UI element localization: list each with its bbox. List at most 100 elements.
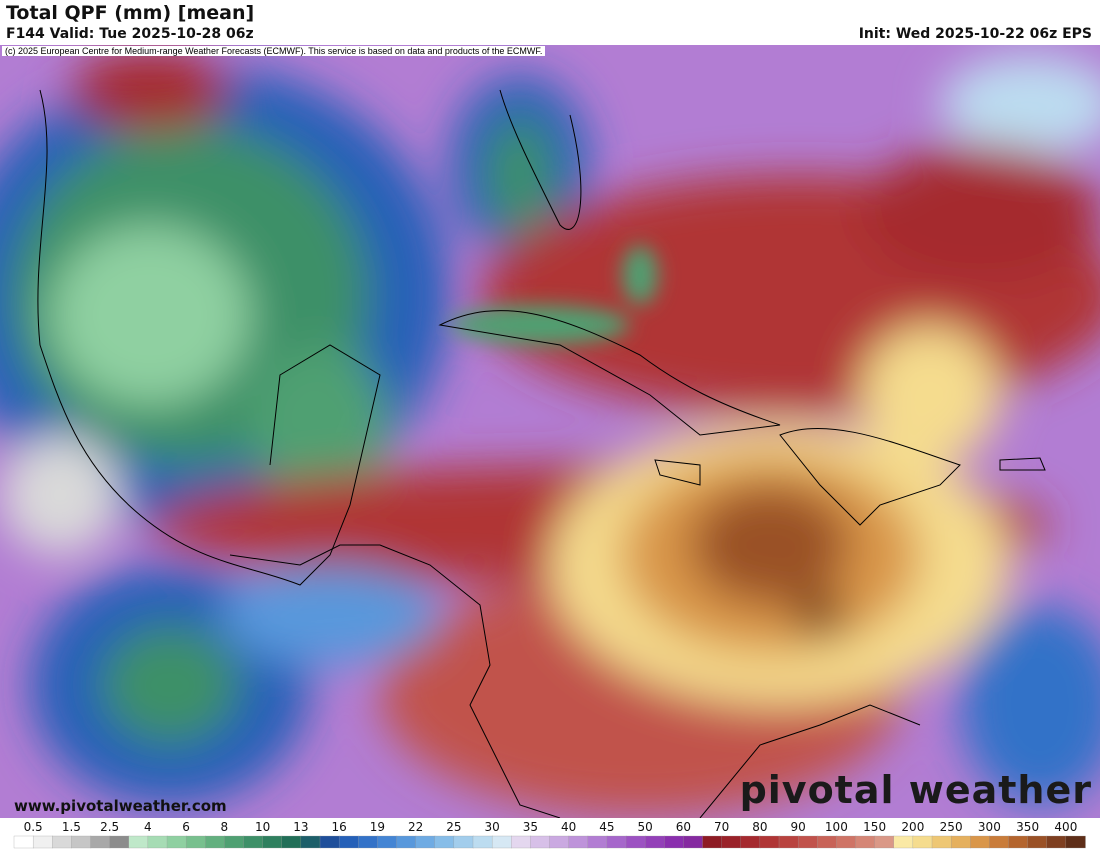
colorbar-segment: [587, 835, 608, 849]
colorbar-segment: [912, 835, 933, 849]
colorbar-segment: [1027, 835, 1048, 849]
map-field: [220, 565, 440, 665]
init-time: Init: Wed 2025-10-22 06z EPS: [858, 26, 1092, 42]
colorbar-segment: [740, 835, 761, 849]
map-field: [100, 625, 240, 745]
colorbar-segment: [377, 835, 398, 849]
colorbar-tick-label: 30: [484, 820, 499, 834]
colorbar-segment: [664, 835, 685, 849]
coastline: [438, 310, 781, 436]
copyright: (c) 2025 European Centre for Medium-rang…: [2, 46, 546, 56]
valid-time: F144 Valid: Tue 2025-10-28 06z: [6, 26, 254, 42]
colorbar-segment: [281, 835, 302, 849]
map-field: [50, 225, 250, 405]
colorbar-segment: [338, 835, 359, 849]
colorbar-segment: [415, 835, 436, 849]
colorbar-segment: [549, 835, 570, 849]
colorbar-segment: [511, 835, 532, 849]
colorbar-segment: [950, 835, 971, 849]
colorbar-tick-label: 22: [408, 820, 423, 834]
colorbar-tick-label: 80: [752, 820, 767, 834]
coastline: [499, 89, 582, 230]
map-field: [37, 89, 1046, 818]
colorbar-segment: [970, 835, 991, 849]
colorbar-segment: [644, 835, 665, 849]
map-field: [250, 345, 390, 505]
colorbar-tick-label: 16: [331, 820, 346, 834]
colorbar-segment: [453, 835, 474, 849]
colorbar-tick-label: 6: [182, 820, 190, 834]
colorbar-tick-label: 100: [825, 820, 848, 834]
map-field: [450, 305, 630, 345]
colorbar-segment: [185, 835, 206, 849]
colorbar-segment: [530, 835, 551, 849]
map-field: [0, 435, 120, 555]
coastline: [999, 457, 1046, 471]
map-field: [940, 55, 1100, 155]
map-field: [690, 485, 850, 605]
colorbar-tick-label: 250: [940, 820, 963, 834]
colorbar-tick-label: 35: [523, 820, 538, 834]
colorbar-tick-label: 8: [221, 820, 229, 834]
colorbar-segment: [166, 835, 187, 849]
colorbar-segment: [491, 835, 512, 849]
map-field: [860, 145, 1100, 285]
map-field: [960, 605, 1100, 805]
colorbar-segment: [778, 835, 799, 849]
coastline: [779, 427, 961, 526]
colorbar-segment: [836, 835, 857, 849]
colorbar-segment: [1065, 835, 1086, 849]
colorbar-tick-label: 40: [561, 820, 576, 834]
colorbar-segment: [396, 835, 417, 849]
colorbar-tick-label: 200: [901, 820, 924, 834]
colorbar-segment: [606, 835, 627, 849]
colorbar-tick-label: 90: [790, 820, 805, 834]
colorbar-segment: [797, 835, 818, 849]
colorbar-tick-label: 70: [714, 820, 729, 834]
colorbar-tick-label: 1.5: [62, 820, 81, 834]
colorbar-segment: [32, 835, 53, 849]
colorbar-segment: [702, 835, 723, 849]
colorbar-segment: [855, 835, 876, 849]
website: www.pivotalweather.com: [14, 797, 227, 815]
coastline: [654, 459, 701, 486]
colorbar-segment: [224, 835, 245, 849]
coastline: [37, 89, 381, 586]
colorbar-tick-label: 50: [637, 820, 652, 834]
colorbar-segment: [147, 835, 168, 849]
colorbar-segment: [1008, 835, 1029, 849]
colorbar-tick-label: 60: [676, 820, 691, 834]
colorbar-segment: [434, 835, 455, 849]
colorbar-tick-label: 0.5: [24, 820, 43, 834]
colorbar-tick-label: 2.5: [100, 820, 119, 834]
map-field: [70, 50, 230, 130]
colorbar-segment: [874, 835, 895, 849]
colorbar-tick-label: 4: [144, 820, 152, 834]
map-field: [795, 595, 845, 635]
colorbar-segment: [300, 835, 321, 849]
colorbar-tick-label: 10: [255, 820, 270, 834]
colorbar-segment: [319, 835, 340, 849]
colorbar: 0.5 1.5 2.5 4 6 8 10 13 16 19 22 25 30 35 40 45 50 60 70 80…: [0, 818, 1100, 850]
colorbar-segment: [243, 835, 264, 849]
colorbar-segment: [472, 835, 493, 849]
colorbar-segment: [262, 835, 283, 849]
coastline: [699, 704, 921, 818]
colorbar-segment: [721, 835, 742, 849]
colorbar-segment: [989, 835, 1010, 849]
colorbar-tick-label: 400: [1054, 820, 1077, 834]
colorbar-tick-label: 25: [446, 820, 461, 834]
map-field: [450, 245, 658, 345]
map-field: [860, 325, 1000, 465]
map-field: [0, 50, 1100, 815]
colorbar-segment: [683, 835, 704, 849]
logo: pivotal weather: [739, 768, 1092, 812]
colorbar-tick-label: 300: [978, 820, 1001, 834]
colorbar-segment: [931, 835, 952, 849]
colorbar-segment: [205, 835, 226, 849]
colorbar-segment: [13, 835, 34, 849]
colorbar-segment: [625, 835, 646, 849]
